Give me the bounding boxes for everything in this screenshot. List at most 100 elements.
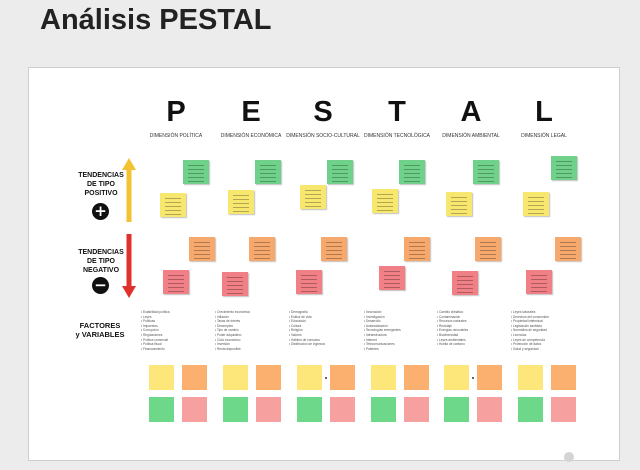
variable-item: • Poder adquisitivo bbox=[215, 332, 242, 337]
variable-item: • Huella de carbono bbox=[437, 342, 465, 347]
variable-item: • Reciclaje bbox=[437, 323, 452, 328]
sticky-note-positive[interactable] bbox=[228, 190, 254, 214]
variable-item: • Cultura bbox=[289, 323, 302, 328]
variable-item: • Telecomunicaciones bbox=[364, 342, 395, 347]
arrow-down-icon bbox=[122, 234, 136, 298]
plus-icon: + bbox=[92, 203, 109, 220]
variable-item: • Legislación sanitaria bbox=[511, 323, 542, 328]
variable-item: • Demografía bbox=[289, 310, 308, 314]
variable-item: • Distribución de ingresos bbox=[289, 342, 326, 347]
color-square-green bbox=[444, 397, 469, 422]
sticky-note-negative[interactable] bbox=[189, 237, 215, 261]
variables-list-politica: • Estabilidad política • Leyes • Políticas… bbox=[141, 310, 207, 351]
variable-item: • Investigación bbox=[364, 314, 385, 319]
column-letter-t: T bbox=[388, 96, 406, 128]
color-square-red bbox=[404, 397, 429, 422]
sticky-note-negative[interactable] bbox=[404, 237, 430, 261]
dimension-label-legal: Dimensión Legal bbox=[521, 133, 567, 139]
sticky-note-negative[interactable] bbox=[379, 266, 405, 290]
sticky-note-negative[interactable] bbox=[526, 270, 552, 294]
color-square-orange bbox=[330, 365, 355, 390]
color-square-yellow bbox=[371, 365, 396, 390]
variable-item: • Religión bbox=[289, 328, 303, 333]
sticky-note-negative[interactable] bbox=[249, 237, 275, 261]
color-square-orange bbox=[551, 365, 576, 390]
color-square-red bbox=[330, 397, 355, 422]
sticky-note-negative[interactable] bbox=[452, 271, 478, 295]
dimension-label-ambiental: Dimensión Ambiental bbox=[442, 133, 500, 139]
variable-item: • Salud y seguridad bbox=[511, 346, 539, 351]
sticky-note-positive[interactable] bbox=[446, 192, 472, 216]
variable-item: • Estabilidad política bbox=[141, 310, 170, 314]
variable-item: • Energías renovables bbox=[437, 328, 469, 333]
variable-item: • Recursos naturales bbox=[437, 319, 467, 324]
variable-item: • Tasas de interés bbox=[215, 319, 241, 324]
sticky-note-positive[interactable] bbox=[551, 156, 577, 180]
variable-item: • Tipo de cambio bbox=[215, 328, 239, 333]
sticky-note-positive[interactable] bbox=[399, 160, 425, 184]
sticky-note-positive[interactable] bbox=[300, 185, 326, 209]
dimension-label-sociocultural: Dimensión Socio-Cultural bbox=[286, 133, 360, 139]
variable-item: • Cambio climático bbox=[437, 310, 464, 314]
variable-item: • Internet bbox=[364, 337, 377, 342]
dimension-label-economica: Dimensión Económica bbox=[220, 133, 282, 139]
sticky-note-positive[interactable] bbox=[473, 160, 499, 184]
sticky-note-negative[interactable] bbox=[555, 237, 581, 261]
sticky-note-negative[interactable] bbox=[296, 270, 322, 294]
sticky-note-negative[interactable] bbox=[163, 270, 189, 294]
color-square-green bbox=[371, 397, 396, 422]
sticky-note-negative[interactable] bbox=[475, 237, 501, 261]
color-square-red bbox=[551, 397, 576, 422]
variable-item: • Financiamiento bbox=[141, 346, 165, 351]
sticky-note-positive[interactable] bbox=[183, 160, 209, 184]
color-square-orange bbox=[477, 365, 502, 390]
brand-logo bbox=[564, 452, 574, 462]
column-letter-e: E bbox=[241, 96, 261, 128]
variable-item: • Licencias bbox=[511, 332, 527, 337]
variable-item: • Leyes ambientales bbox=[437, 337, 466, 342]
color-square-green bbox=[223, 397, 248, 422]
sticky-note-positive[interactable] bbox=[327, 160, 353, 184]
color-square-yellow bbox=[223, 365, 248, 390]
row-label-positive: TENDENCIAS DE TIPO POSITIVO bbox=[78, 172, 124, 197]
color-square-orange bbox=[256, 365, 281, 390]
variables-list-tecnologica: • Innovación • Investigación • Desarrollo •… bbox=[364, 310, 430, 351]
variable-item: • Inversión bbox=[215, 342, 230, 347]
row-label-negative: TENDENCIAS DE TIPO NEGATIVO bbox=[78, 249, 124, 274]
sticky-note-negative[interactable] bbox=[321, 237, 347, 261]
color-square-green bbox=[297, 397, 322, 422]
minus-icon: − bbox=[92, 277, 109, 294]
variable-item: • Leyes laborales bbox=[511, 310, 536, 314]
color-square-orange bbox=[404, 365, 429, 390]
variable-item: • Tecnologías emergentes bbox=[364, 328, 401, 333]
sticky-note-positive[interactable] bbox=[160, 193, 186, 217]
column-letter-a: A bbox=[460, 96, 482, 128]
sticky-note-positive[interactable] bbox=[523, 192, 549, 216]
variable-item: • Biodiversidad bbox=[437, 332, 459, 337]
variable-item: • Hábitos de consumo bbox=[289, 337, 321, 342]
variable-item: • Patentes bbox=[364, 346, 379, 351]
color-square-yellow bbox=[518, 365, 543, 390]
variable-item: • Leyes bbox=[141, 314, 152, 319]
variable-item: • Protección de datos bbox=[511, 342, 542, 347]
color-square-green bbox=[518, 397, 543, 422]
variable-item: • Valores bbox=[289, 332, 302, 337]
variable-item: • Normativa de seguridad bbox=[511, 328, 547, 333]
row-label-factors: FACTORES y VARIABLES bbox=[75, 321, 125, 339]
column-letter-l: L bbox=[535, 96, 553, 128]
variable-item: • Inflación bbox=[215, 314, 229, 319]
variable-item: • Política fiscal bbox=[141, 342, 162, 347]
color-square-red bbox=[182, 397, 207, 422]
sticky-note-positive[interactable] bbox=[372, 189, 398, 213]
color-square-yellow bbox=[297, 365, 322, 390]
sticky-note-positive[interactable] bbox=[255, 160, 281, 184]
sticky-note-negative[interactable] bbox=[222, 272, 248, 296]
page-title: Análisis PESTAL bbox=[40, 4, 272, 36]
color-square-green bbox=[149, 397, 174, 422]
dimension-label-politica: Dimensión Política bbox=[149, 133, 203, 139]
variable-item: • Contaminación bbox=[437, 314, 461, 319]
variable-item: • Impuestos bbox=[141, 323, 158, 328]
dimension-label-tecnologica: Dimensión Tecnológica bbox=[363, 133, 431, 139]
variables-list-economica: • Crecimiento económico • Inflación • Tasa… bbox=[215, 310, 281, 351]
variables-list-sociocultural: • Demografía • Estilos de vida • Educación… bbox=[289, 310, 355, 347]
